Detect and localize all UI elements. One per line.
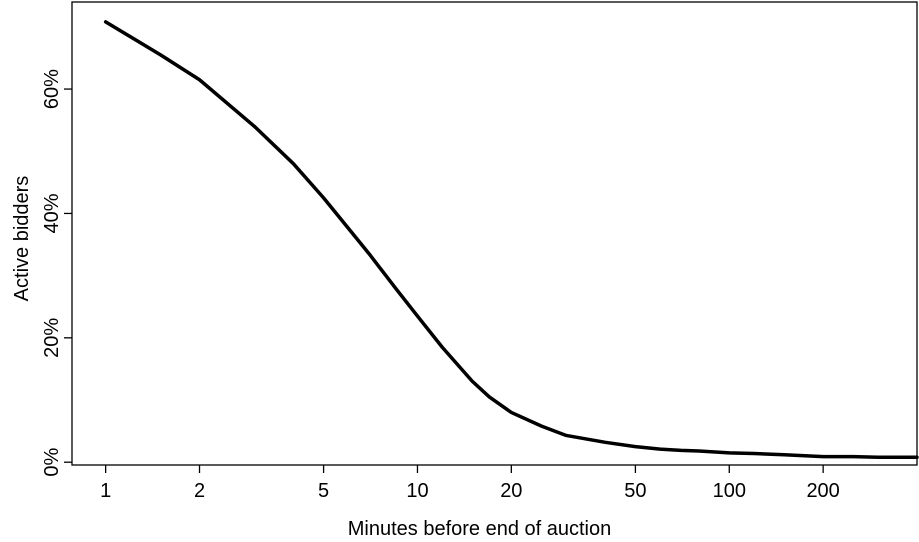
y-tick-label: 20% bbox=[41, 318, 63, 358]
x-tick-label: 2 bbox=[194, 480, 205, 502]
x-tick-label: 1 bbox=[100, 480, 111, 502]
y-tick-label: 60% bbox=[41, 69, 63, 109]
plot-frame bbox=[71, 1, 918, 466]
series-line bbox=[103, 20, 919, 459]
x-tick-label: 5 bbox=[318, 480, 329, 502]
x-axis: 1 2 5 10 20 50 100 200 bbox=[100, 465, 840, 502]
plot-border bbox=[71, 1, 918, 466]
y-tick-label: 40% bbox=[41, 193, 63, 233]
y-axis-title: Active bidders bbox=[11, 176, 33, 302]
y-axis: 0% 20% 40% 60% bbox=[41, 69, 72, 477]
x-tick-label: 20 bbox=[500, 480, 522, 502]
y-tick-label: 0% bbox=[41, 448, 63, 477]
x-axis-title: Minutes before end of auction bbox=[348, 518, 612, 540]
x-tick-label: 50 bbox=[624, 480, 646, 502]
series-layer bbox=[103, 20, 919, 459]
x-tick-label: 10 bbox=[406, 480, 428, 502]
x-tick-label: 100 bbox=[713, 480, 746, 502]
x-tick-label: 200 bbox=[806, 480, 839, 502]
